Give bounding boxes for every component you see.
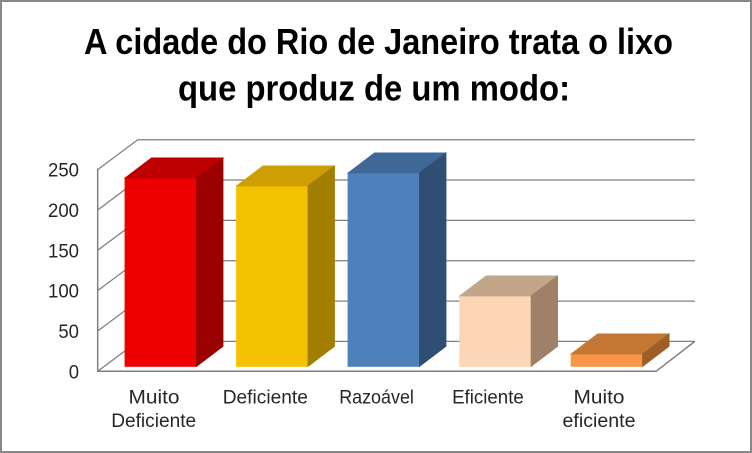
svg-text:250: 250 — [48, 160, 79, 182]
svg-text:que produz de um modo:: que produz de um modo: — [178, 68, 570, 109]
svg-text:A cidade do Rio de Janeiro tra: A cidade do Rio de Janeiro trata o lixo — [84, 21, 673, 62]
svg-text:150: 150 — [48, 240, 79, 262]
svg-text:200: 200 — [48, 200, 79, 222]
svg-text:Deficiente: Deficiente — [223, 387, 308, 409]
svg-text:Deficiente: Deficiente — [111, 410, 196, 432]
svg-text:0: 0 — [69, 361, 79, 383]
svg-text:50: 50 — [58, 321, 79, 343]
svg-text:100: 100 — [48, 281, 79, 303]
svg-text:Muito: Muito — [574, 387, 625, 409]
svg-text:Eficiente: Eficiente — [452, 387, 524, 409]
svg-text:eficiente: eficiente — [563, 410, 636, 432]
svg-text:Muito: Muito — [129, 387, 180, 409]
svg-text:Razoável: Razoável — [339, 387, 414, 409]
